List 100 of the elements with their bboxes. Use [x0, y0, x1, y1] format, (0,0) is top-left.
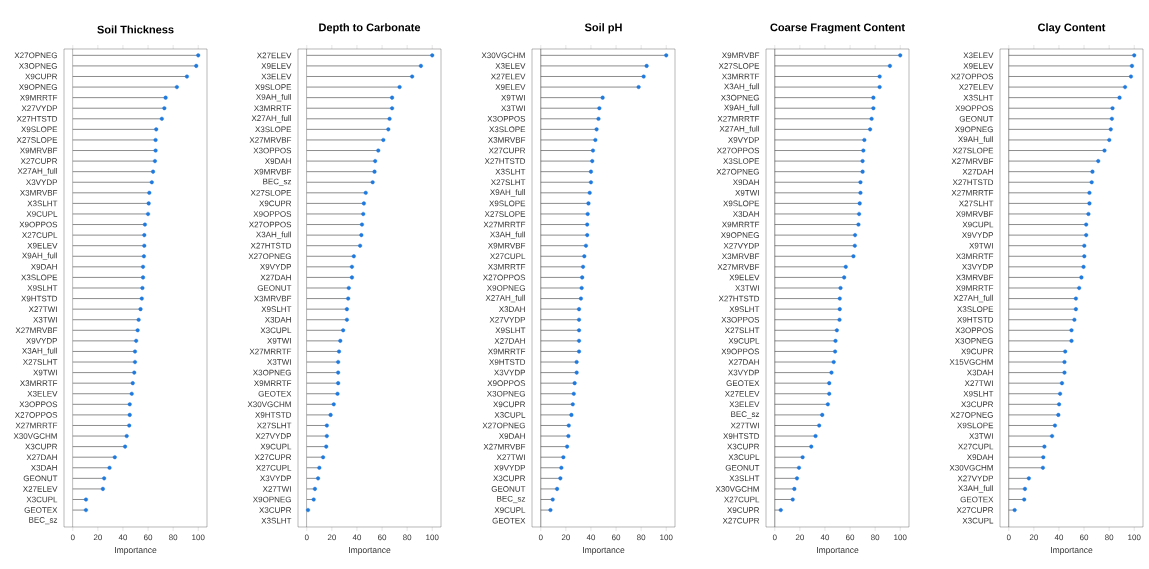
- y-tick-label: X27SLOPE: [16, 137, 58, 143]
- y-tick-label: X9DAH: [264, 158, 291, 164]
- y-tick-label: BEC_sz: [497, 495, 526, 504]
- y-tick-label: X9MRRTF: [20, 94, 58, 101]
- y-tick-label: X30VGCHM: [13, 433, 57, 439]
- y-tick-label: X27CUPR: [956, 507, 994, 513]
- y-tick-label: X27CUPR: [20, 158, 58, 164]
- y-tick-label: X27DAH: [260, 274, 291, 281]
- y-tick-label: X9AH_full: [22, 252, 57, 260]
- y-tick-label: X3MRVBF: [488, 137, 526, 143]
- y-tick-label: X30VGCHM: [481, 52, 525, 59]
- y-tick-label: X30VGCHM: [247, 401, 291, 408]
- x-tick-label: 100: [894, 534, 907, 541]
- y-tick-label: X27DAH: [494, 338, 525, 344]
- y-tick-label: X30VGCHM: [715, 486, 759, 492]
- y-tick-label: X15VGCHM: [949, 359, 993, 365]
- y-tick-label: X27AH_full: [485, 294, 525, 303]
- y-tick-label: X3VYDP: [962, 264, 994, 270]
- y-tick-label: X27VYDP: [255, 433, 292, 439]
- y-tick-label: BEC_sz: [731, 411, 760, 419]
- y-tick-label: X9SLOPE: [723, 200, 760, 207]
- y-tick-label: X3OPNEG: [720, 94, 759, 101]
- y-tick-label: X9ELEV: [27, 242, 58, 249]
- y-tick-label: X27MRVBF: [249, 137, 292, 143]
- y-tick-label: X27OPPOS: [482, 274, 526, 281]
- y-tick-label: X27SLHT: [256, 422, 292, 429]
- y-tick-label: X9SLHT: [27, 285, 58, 291]
- x-tick-label: 40: [586, 534, 596, 541]
- y-tick-label: X3OPPOS: [253, 147, 292, 154]
- y-tick-label: X9OPPOS: [253, 211, 292, 217]
- y-tick-label: X9HTSTD: [957, 316, 994, 323]
- x-tick-label: 40: [820, 534, 830, 541]
- x-tick-label: 20: [795, 534, 805, 541]
- y-tick-label: X9AH_full: [490, 189, 525, 197]
- y-tick-label: X27CUPR: [722, 517, 760, 524]
- x-tick-label: 60: [846, 534, 855, 541]
- y-tick-label: X3ELEV: [495, 63, 526, 69]
- y-tick-label: X9CUPL: [260, 443, 292, 450]
- y-tick-label: X3OPNEG: [486, 390, 525, 397]
- y-tick-label: X9MRRTF: [956, 285, 994, 291]
- y-tick-label: GEONUT: [491, 486, 526, 492]
- y-tick-label: X9VYDP: [260, 264, 292, 270]
- y-tick-label: X3OPPOS: [955, 327, 994, 334]
- y-tick-label: X3DAH: [30, 464, 57, 471]
- y-tick-label: X27ELEV: [490, 73, 526, 80]
- y-tick-label: X3DAH: [264, 316, 291, 323]
- x-tick-label: 0: [772, 534, 777, 541]
- y-tick-label: X3TWI: [501, 105, 525, 112]
- y-tick-label: X27MRVBF: [951, 158, 994, 164]
- y-tick-label: X9OPPOS: [721, 348, 760, 355]
- y-tick-label: X9OPPOS: [19, 221, 58, 228]
- y-tick-label: X27CUPL: [256, 464, 292, 471]
- y-tick-label: X9OPPOS: [955, 105, 994, 112]
- y-tick-label: X9MRRTF: [722, 221, 760, 228]
- y-tick-label: X3SLHT: [495, 168, 526, 175]
- x-tick-label: 60: [612, 534, 621, 541]
- y-tick-label: BEC_sz: [263, 178, 292, 186]
- y-tick-label: X27OPNEG: [14, 52, 57, 59]
- y-tick-label: X9VYDP: [26, 338, 58, 344]
- x-tick-label: 60: [144, 534, 153, 541]
- y-tick-label: X3TWI: [33, 316, 57, 323]
- y-tick-label: X9TWI: [267, 338, 291, 344]
- x-tick-label: 60: [1080, 534, 1089, 541]
- y-tick-label: X9CUPL: [494, 507, 526, 513]
- y-tick-label: X27HTSTD: [250, 242, 292, 249]
- chart-title: Soil Thickness: [97, 25, 174, 34]
- y-tick-label: X9MRVBF: [488, 242, 526, 249]
- x-tick-label: 80: [403, 534, 412, 541]
- y-tick-label: X27AH_full: [251, 115, 291, 123]
- y-tick-label: X9CUPR: [25, 73, 58, 80]
- y-tick-label: X3MRRTF: [722, 73, 760, 80]
- y-tick-label: GEOTEX: [24, 507, 58, 513]
- y-tick-label: X9CUPL: [26, 211, 58, 217]
- y-tick-label: X9DAH: [966, 454, 993, 461]
- y-tick-label: X9SLOPE: [255, 84, 292, 90]
- y-tick-label: GEOTEX: [960, 496, 994, 503]
- y-tick-label: X9CUPR: [961, 348, 994, 355]
- x-axis-title: Importance: [583, 547, 625, 555]
- y-tick-label: X27OPPOS: [716, 147, 760, 154]
- y-tick-label: X9TWI: [501, 94, 525, 101]
- y-tick-label: X3CUPR: [25, 443, 58, 450]
- y-tick-label: X3TWI: [969, 433, 993, 439]
- y-tick-label: X27SLHT: [724, 327, 760, 334]
- y-tick-label: X27DAH: [728, 359, 759, 365]
- y-tick-label: X9VYDP: [494, 464, 526, 471]
- y-tick-label: X3AH_full: [22, 347, 57, 356]
- y-tick-label: X9ELEV: [495, 84, 526, 90]
- y-tick-label: X9CUPL: [962, 221, 994, 228]
- y-tick-label: X27ELEV: [22, 486, 58, 492]
- x-tick-label: 80: [871, 534, 880, 541]
- x-tick-label: 20: [1029, 534, 1039, 541]
- y-tick-label: X27DAH: [962, 168, 993, 175]
- y-tick-label: X3CUPL: [260, 327, 292, 334]
- y-tick-label: GEOTEX: [726, 380, 760, 386]
- y-tick-label: X9OPNEG: [252, 496, 291, 503]
- y-tick-label: GEONUT: [257, 285, 292, 291]
- y-tick-label: X27MRRTF: [483, 221, 526, 228]
- y-tick-label: X9VYDP: [962, 232, 994, 238]
- y-tick-label: X3DAH: [732, 211, 759, 217]
- y-tick-label: X3CUPR: [961, 401, 994, 408]
